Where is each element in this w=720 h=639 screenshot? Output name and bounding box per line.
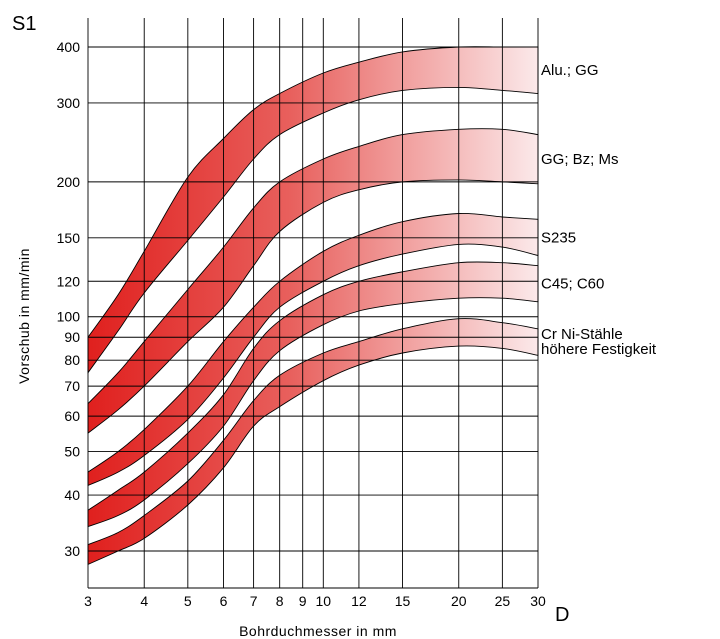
grid-layer (87, 18, 539, 589)
y-tick-label-30: 30 (64, 543, 80, 559)
x-tick-label-6: 6 (220, 593, 228, 609)
band-3 (87, 261, 539, 528)
x-tick-label-25: 25 (495, 593, 511, 609)
y-tick-labels: 30 40 50 60 70 80 90 100 120 150 200 300 400 (57, 39, 81, 559)
bands-layer (87, 46, 539, 566)
y-tick-label-150: 150 (57, 230, 81, 246)
y-tick-label-60: 60 (64, 408, 80, 424)
x-tick-label-15: 15 (395, 593, 411, 609)
y-tick-label-200: 200 (57, 174, 81, 190)
x-tick-label-8: 8 (276, 593, 284, 609)
x-tick-label-12: 12 (351, 593, 367, 609)
y-tick-label-40: 40 (64, 487, 80, 503)
y-tick-label-100: 100 (57, 309, 81, 325)
y-corner-label: S1 (12, 13, 36, 35)
y-tick-label-90: 90 (64, 329, 80, 345)
y-tick-label-50: 50 (64, 444, 80, 460)
series-label-4-line-0: Cr Ni-Stähle (541, 326, 623, 343)
x-tick-label-5: 5 (184, 593, 192, 609)
x-tick-label-20: 20 (451, 593, 467, 609)
x-tick-label-9: 9 (299, 593, 307, 609)
x-tick-label-10: 10 (316, 593, 332, 609)
x-tick-label-30: 30 (530, 593, 546, 609)
series-label-1: GG; Bz; Ms (541, 151, 619, 168)
x-axis-title: Bohrduchmesser in mm (239, 623, 397, 639)
series-label-0: Alu.; GG (541, 62, 599, 79)
x-tick-label-4: 4 (140, 593, 148, 609)
x-tick-labels: 3 4 5 6 7 8 9 10 12 15 20 25 30 (84, 593, 546, 609)
y-tick-label-300: 300 (57, 95, 81, 111)
y-tick-label-400: 400 (57, 39, 81, 55)
series-label-2: S235 (541, 229, 576, 246)
series-label-3: C45; C60 (541, 276, 604, 293)
y-tick-label-120: 120 (57, 273, 81, 289)
y-axis-title: Vorschub in mm/min (16, 248, 32, 384)
y-tick-label-70: 70 (64, 378, 80, 394)
series-label-4-line-1: höhere Festigkeit (541, 341, 657, 358)
series-labels: Alu.; GG GG; Bz; Ms S235 C45; C60 Cr Ni-Stäh… (541, 62, 657, 358)
x-corner-label: D (555, 604, 569, 626)
x-tick-label-3: 3 (84, 593, 92, 609)
x-tick-label-7: 7 (250, 593, 258, 609)
y-tick-label-80: 80 (64, 352, 80, 368)
